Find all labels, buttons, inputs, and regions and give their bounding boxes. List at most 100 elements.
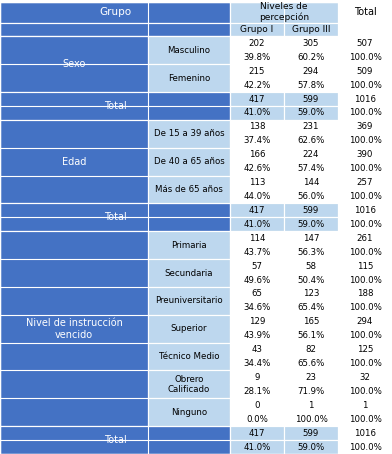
Text: 41.0%: 41.0% [243,220,271,229]
Text: Femenino: Femenino [168,74,210,83]
FancyBboxPatch shape [0,203,230,231]
FancyBboxPatch shape [338,370,392,385]
Text: 261: 261 [357,234,373,243]
FancyBboxPatch shape [284,259,338,273]
Text: Total: Total [103,435,126,445]
Text: 188: 188 [357,289,373,298]
Text: De 40 a 65 años: De 40 a 65 años [154,157,224,166]
Text: 43: 43 [252,345,263,354]
FancyBboxPatch shape [284,50,338,64]
Text: Niveles de
percepción: Niveles de percepción [259,2,309,23]
FancyBboxPatch shape [338,329,392,343]
FancyBboxPatch shape [230,440,284,454]
Text: De 15 a 39 años: De 15 a 39 años [154,129,224,138]
FancyBboxPatch shape [284,176,338,189]
Text: 417: 417 [249,206,265,215]
FancyBboxPatch shape [284,245,338,259]
FancyBboxPatch shape [338,36,392,50]
FancyBboxPatch shape [338,50,392,64]
Text: Superior: Superior [171,324,207,333]
Text: Grupo: Grupo [99,8,131,18]
FancyBboxPatch shape [338,440,392,454]
FancyBboxPatch shape [338,1,392,24]
FancyBboxPatch shape [284,92,338,106]
Text: 138: 138 [249,123,265,131]
FancyBboxPatch shape [338,217,392,231]
Text: Ninguno: Ninguno [171,408,207,417]
FancyBboxPatch shape [338,356,392,370]
Text: 56.1%: 56.1% [297,331,325,340]
FancyBboxPatch shape [284,36,338,50]
FancyBboxPatch shape [230,189,284,203]
Text: 0.0%: 0.0% [246,415,268,424]
Text: Técnico Medio: Técnico Medio [159,352,219,361]
Text: 231: 231 [303,123,319,131]
FancyBboxPatch shape [284,189,338,203]
FancyBboxPatch shape [230,412,284,426]
FancyBboxPatch shape [230,343,284,356]
Text: 82: 82 [305,345,316,354]
FancyBboxPatch shape [230,24,284,36]
FancyBboxPatch shape [230,287,284,301]
Text: 100.0%: 100.0% [348,303,381,312]
FancyBboxPatch shape [0,36,148,92]
FancyBboxPatch shape [338,398,392,412]
Text: 215: 215 [249,67,265,76]
FancyBboxPatch shape [338,189,392,203]
Text: Total: Total [354,8,376,18]
Text: 224: 224 [303,150,319,159]
FancyBboxPatch shape [284,301,338,315]
Text: 390: 390 [357,150,373,159]
Text: 100.0%: 100.0% [348,220,381,229]
FancyBboxPatch shape [230,231,284,245]
FancyBboxPatch shape [148,231,230,259]
FancyBboxPatch shape [230,273,284,287]
FancyBboxPatch shape [338,148,392,162]
Text: 125: 125 [357,345,373,354]
Text: 49.6%: 49.6% [243,276,270,285]
FancyBboxPatch shape [338,273,392,287]
Text: 43.7%: 43.7% [243,248,271,257]
FancyBboxPatch shape [338,203,392,217]
Text: Edad: Edad [62,157,86,167]
Text: 100.0%: 100.0% [294,415,327,424]
Text: 34.6%: 34.6% [243,303,271,312]
Text: 417: 417 [249,429,265,438]
Text: 56.0%: 56.0% [297,192,325,201]
FancyBboxPatch shape [148,343,230,370]
Text: 59.0%: 59.0% [298,220,325,229]
FancyBboxPatch shape [284,231,338,245]
FancyBboxPatch shape [338,24,392,36]
Text: 1016: 1016 [354,206,376,215]
Text: 41.0%: 41.0% [243,109,271,118]
Text: 100.0%: 100.0% [348,164,381,173]
Text: 23: 23 [305,373,316,382]
Text: 44.0%: 44.0% [243,192,271,201]
FancyBboxPatch shape [148,148,230,176]
Text: 57.8%: 57.8% [297,81,325,89]
FancyBboxPatch shape [230,92,284,106]
Text: 50.4%: 50.4% [297,276,325,285]
FancyBboxPatch shape [284,370,338,385]
Text: Preuniversitario: Preuniversitario [155,296,223,306]
FancyBboxPatch shape [148,315,230,343]
Text: 32: 32 [359,373,370,382]
FancyBboxPatch shape [284,217,338,231]
FancyBboxPatch shape [284,287,338,301]
Text: 417: 417 [249,94,265,104]
FancyBboxPatch shape [284,412,338,426]
Text: Más de 65 años: Más de 65 años [155,185,223,194]
FancyBboxPatch shape [230,162,284,176]
FancyBboxPatch shape [230,426,284,440]
FancyBboxPatch shape [284,203,338,217]
Text: 599: 599 [303,206,319,215]
Text: 100.0%: 100.0% [348,248,381,257]
FancyBboxPatch shape [0,426,230,454]
Text: 100.0%: 100.0% [348,276,381,285]
Text: 599: 599 [303,429,319,438]
Text: 100.0%: 100.0% [348,387,381,396]
FancyBboxPatch shape [338,385,392,398]
FancyBboxPatch shape [284,273,338,287]
Text: 100.0%: 100.0% [348,359,381,368]
Text: 1: 1 [362,401,368,410]
